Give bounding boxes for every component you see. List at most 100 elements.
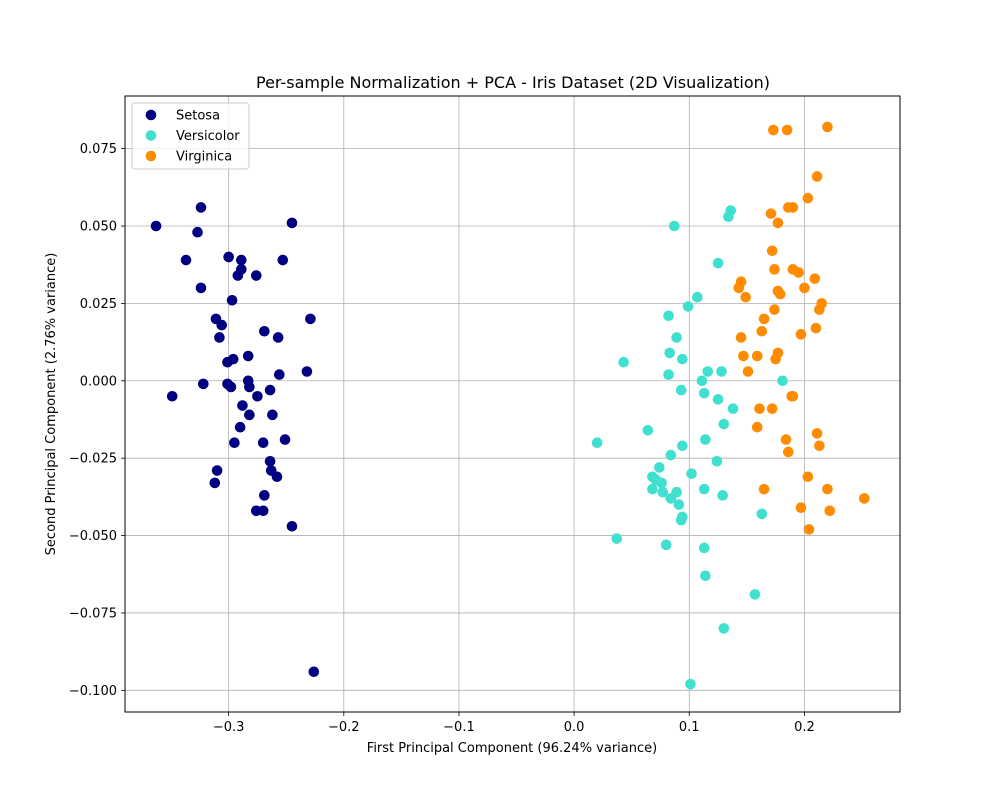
virginica-point bbox=[770, 353, 781, 365]
versicolor-point bbox=[663, 310, 674, 322]
y-tick-label: −0.100 bbox=[69, 684, 117, 699]
setosa-point bbox=[264, 455, 276, 467]
versicolor-point bbox=[692, 291, 703, 303]
setosa-point bbox=[250, 270, 262, 281]
setosa-point bbox=[237, 400, 248, 411]
y-tick-label: −0.050 bbox=[69, 529, 117, 544]
virginica-point bbox=[733, 282, 745, 294]
setosa-point bbox=[216, 319, 228, 331]
setosa-point bbox=[195, 202, 207, 213]
setosa-point bbox=[279, 434, 291, 445]
chart-title: Per-sample Normalization + PCA - Iris Da… bbox=[256, 73, 770, 92]
versicolor-point bbox=[686, 468, 697, 479]
setosa-point bbox=[277, 254, 289, 266]
virginica-point bbox=[799, 282, 810, 294]
setosa-point bbox=[234, 421, 246, 433]
versicolor-point bbox=[657, 486, 669, 498]
versicolor-point bbox=[717, 490, 728, 501]
virginica-point bbox=[742, 366, 754, 377]
x-tick-label: 0.1 bbox=[679, 720, 700, 735]
virginica-point bbox=[822, 121, 833, 133]
x-axis-title: First Principal Component (96.24% varian… bbox=[367, 741, 657, 756]
versicolor-point bbox=[618, 356, 629, 368]
virginica-point bbox=[735, 332, 747, 343]
setosa-point bbox=[244, 409, 255, 421]
virginica-point bbox=[758, 483, 770, 495]
setosa-point bbox=[225, 381, 237, 393]
virginica-point bbox=[859, 493, 870, 504]
setosa-point bbox=[301, 366, 313, 377]
setosa-point bbox=[242, 350, 254, 362]
virginica-point bbox=[809, 273, 821, 284]
versicolor-point bbox=[611, 533, 623, 544]
setosa-point bbox=[286, 520, 298, 532]
virginica-point bbox=[766, 403, 778, 414]
versicolor-point bbox=[677, 353, 688, 365]
virginica-point bbox=[781, 124, 793, 136]
setosa-point bbox=[180, 254, 192, 266]
setosa-point bbox=[244, 381, 255, 393]
x-tick-label: 0.2 bbox=[794, 720, 815, 735]
versicolor-point bbox=[664, 347, 675, 359]
setosa-point bbox=[195, 282, 207, 294]
y-tick-label: −0.025 bbox=[69, 452, 117, 467]
versicolor-point bbox=[642, 425, 654, 436]
versicolor-point bbox=[718, 623, 730, 634]
setosa-point bbox=[274, 369, 285, 380]
setosa-point bbox=[232, 270, 244, 281]
versicolor-point bbox=[591, 437, 603, 448]
legend-frame bbox=[131, 102, 250, 170]
setosa-point bbox=[236, 254, 247, 266]
versicolor-point bbox=[656, 477, 667, 489]
virginica-point bbox=[769, 304, 780, 315]
legend-marker-virginica bbox=[145, 150, 157, 162]
versicolor-point bbox=[702, 366, 713, 377]
data-points bbox=[150, 121, 870, 690]
versicolor-point bbox=[696, 375, 708, 387]
virginica-point bbox=[751, 421, 763, 433]
virginica-point bbox=[751, 350, 763, 362]
setosa-point bbox=[252, 390, 263, 402]
setosa-point bbox=[223, 251, 234, 263]
legend-label-setosa: Setosa bbox=[176, 109, 220, 124]
versicolor-point bbox=[700, 570, 711, 582]
versicolor-point bbox=[777, 375, 788, 387]
virginica-point bbox=[803, 524, 815, 535]
virginica-point bbox=[772, 217, 784, 229]
setosa-point bbox=[198, 378, 209, 390]
setosa-point bbox=[192, 226, 203, 238]
versicolor-point bbox=[756, 508, 768, 520]
versicolor-point bbox=[712, 257, 724, 269]
setosa-point bbox=[229, 437, 240, 448]
setosa-point bbox=[257, 437, 269, 448]
y-axis-title: Second Principal Component (2.76% varian… bbox=[44, 253, 59, 556]
virginica-point bbox=[754, 403, 765, 414]
virginica-point bbox=[786, 390, 798, 402]
virginica-point bbox=[811, 171, 823, 182]
virginica-point bbox=[802, 192, 814, 204]
versicolor-point bbox=[700, 434, 711, 445]
versicolor-point bbox=[685, 678, 696, 690]
chart-legend: Setosa Versicolor Virginica bbox=[131, 102, 250, 170]
setosa-point bbox=[222, 356, 233, 368]
setosa-point bbox=[271, 471, 283, 483]
versicolor-point bbox=[647, 483, 658, 495]
virginica-point bbox=[738, 350, 749, 362]
setosa-point bbox=[259, 490, 270, 501]
legend-label-virginica: Virginica bbox=[176, 150, 232, 165]
setosa-point bbox=[267, 409, 278, 421]
setosa-point bbox=[209, 477, 221, 489]
versicolor-point bbox=[677, 440, 688, 452]
setosa-point bbox=[264, 384, 276, 396]
virginica-point bbox=[780, 434, 792, 445]
virginica-point bbox=[795, 329, 807, 340]
axis-ticks: −0.3 −0.2 −0.1 0.0 0.1 0.2 −0.100 −0.075 −0.050 −… bbox=[69, 142, 815, 735]
virginica-point bbox=[766, 245, 778, 257]
versicolor-point bbox=[698, 483, 710, 495]
versicolor-point bbox=[675, 384, 687, 396]
setosa-point bbox=[214, 332, 225, 343]
versicolor-point bbox=[671, 332, 682, 343]
y-tick-label: 0.025 bbox=[80, 297, 117, 312]
versicolor-point bbox=[698, 542, 710, 554]
versicolor-point bbox=[665, 493, 677, 504]
